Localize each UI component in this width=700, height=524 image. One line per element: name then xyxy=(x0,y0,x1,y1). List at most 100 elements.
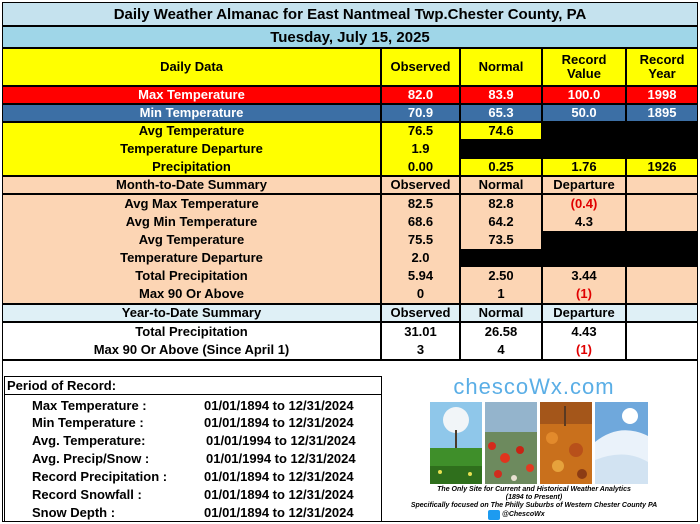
period-row-label: Snow Depth : xyxy=(32,505,116,520)
min-temp-year: 1895 xyxy=(626,104,698,122)
twitter-handle[interactable]: @ChescoWx xyxy=(502,511,545,518)
mtd-row-normal: 1 xyxy=(497,286,505,301)
season-images xyxy=(430,402,648,484)
ytd-row-observed: 3 xyxy=(416,342,425,357)
min-temp-observed: 70.9 xyxy=(381,104,460,122)
period-row-label: Avg. Precip/Snow : xyxy=(32,451,150,466)
period-row-range: 01/01/1894 to 12/31/2024 xyxy=(204,398,354,413)
departure-label: Temperature Departure xyxy=(120,141,263,156)
twitter-icon[interactable] xyxy=(488,510,500,520)
daily-observed-block xyxy=(381,122,460,176)
mtd-row-label: Max 90 Or Above xyxy=(138,286,244,301)
ytd-observed-block xyxy=(381,322,460,360)
autumn-leaves-image xyxy=(540,402,592,484)
mtd-observed-block xyxy=(381,194,460,304)
precip-year: 1926 xyxy=(626,158,698,176)
mtd-row-normal: 2.50 xyxy=(488,268,514,283)
mtd-row-departure: 3.44 xyxy=(571,268,597,283)
mtd-row-observed: 68.6 xyxy=(407,214,434,229)
mtd-row-observed: 75.5 xyxy=(407,232,434,247)
ytd-row-normal: 26.58 xyxy=(484,324,518,339)
logo-focus: Specifically focused on The Philly Subur… xyxy=(410,502,658,509)
max-temp-label: Max Temperature xyxy=(2,86,381,104)
period-of-record-title: Period of Record: xyxy=(7,378,117,393)
mtd-row-label: Temperature Departure xyxy=(120,250,263,265)
logo-years: (1894 to Present) xyxy=(505,494,563,501)
mtd-row-observed: 0 xyxy=(416,286,425,301)
spring-tree-image xyxy=(430,402,482,484)
mtd-row-label: Avg Temperature xyxy=(138,232,245,247)
mtd-row-departure: 4.3 xyxy=(574,214,594,229)
ytd-row-label: Max 90 Or Above (Since April 1) xyxy=(93,342,290,357)
ytd-row-departure: (1) xyxy=(576,342,592,357)
ytd-row-label: Total Precipitation xyxy=(135,324,248,339)
max-temp-normal: 83.9 xyxy=(460,86,542,104)
period-row-range: 01/01/1894 to 12/31/2024 xyxy=(204,469,354,484)
mtd-avg-blank xyxy=(542,231,698,249)
period-row-label: Record Precipitation : xyxy=(32,469,168,484)
mtd-title: Month-to-Date Summary xyxy=(2,176,381,194)
period-row-range: 01/01/1994 to 12/31/2024 xyxy=(206,433,356,448)
mtd-row-normal: 82.8 xyxy=(488,196,514,211)
chescowx-logo-title[interactable]: chescoWx.com xyxy=(453,374,615,399)
mtd-row-observed: 82.5 xyxy=(407,196,434,211)
period-row-range: 01/01/1894 to 12/31/2024 xyxy=(204,415,354,430)
ytd-row-departure: 4.43 xyxy=(571,324,597,339)
min-temp-label: Min Temperature xyxy=(2,104,381,122)
ytd-col-observed: Observed xyxy=(381,304,460,322)
record-blank xyxy=(542,122,698,158)
logo-tagline: The Only Site for Current and Historical… xyxy=(437,486,631,493)
mtd-row-label: Avg Min Temperature xyxy=(125,214,258,229)
period-row-range: 01/01/1894 to 12/31/2024 xyxy=(204,487,354,502)
departure-observed: 1.9 xyxy=(411,141,430,156)
col-observed: Observed xyxy=(381,48,460,86)
avg-temp-label: Avg Temperature xyxy=(138,123,245,138)
period-row-label: Max Temperature : xyxy=(32,398,147,413)
ytd-col-departure: Departure xyxy=(542,304,626,322)
precip-record: 1.76 xyxy=(542,158,626,176)
precip-observed: 0.00 xyxy=(407,159,434,174)
ytd-label-block xyxy=(2,322,381,360)
ytd-normal-block xyxy=(460,322,542,360)
min-temp-record: 50.0 xyxy=(542,104,626,122)
max-temp-observed: 82.0 xyxy=(381,86,460,104)
almanac-title: Daily Weather Almanac for East Nantmeal … xyxy=(2,2,698,26)
min-temp-normal: 65.3 xyxy=(460,104,542,122)
mtd-row-observed: 2.0 xyxy=(411,250,430,265)
mtd-row-departure: (1) xyxy=(576,286,592,301)
ytd-col-normal: Normal xyxy=(460,304,542,322)
col-daily-data: Daily Data xyxy=(2,48,381,86)
almanac-date: Tuesday, July 15, 2025 xyxy=(2,26,698,48)
period-divider xyxy=(4,394,382,395)
precip-label: Precipitation xyxy=(152,159,231,174)
ytd-title: Year-to-Date Summary xyxy=(2,304,381,322)
winter-snow-image xyxy=(595,402,648,484)
period-row-range: 01/01/1994 to 12/31/2024 xyxy=(206,451,356,466)
col-record-value: Record Value xyxy=(542,48,626,86)
max-temp-year: 1998 xyxy=(626,86,698,104)
period-row-label: Record Snowfall : xyxy=(32,487,142,502)
mtd-row-observed: 5.94 xyxy=(407,268,434,283)
precip-normal: 0.25 xyxy=(460,158,542,176)
summer-flowers-image xyxy=(485,402,537,484)
ytd-departure-block xyxy=(542,322,626,360)
daily-yellow-block xyxy=(2,122,381,176)
avg-temp-normal: 74.6 xyxy=(460,122,542,140)
max-temp-record: 100.0 xyxy=(542,86,626,104)
mtd-col-observed: Observed xyxy=(381,176,460,194)
ytd-row-observed: 31.01 xyxy=(404,324,437,339)
mtd-row-departure: (0.4) xyxy=(570,196,598,211)
mtd-row-label: Avg Max Temperature xyxy=(124,196,259,211)
avg-temp-observed: 76.5 xyxy=(407,123,434,138)
ytd-row-normal: 4 xyxy=(497,342,505,357)
mtd-col-departure: Departure xyxy=(542,176,626,194)
col-record-year: Record Year xyxy=(626,48,698,86)
mtd-col-empty xyxy=(626,176,698,194)
ytd-extra-block xyxy=(626,322,698,360)
period-row-label: Avg. Temperature: xyxy=(32,433,146,448)
mtd-row-normal: 64.2 xyxy=(488,214,514,229)
period-row-label: Min Temperature : xyxy=(32,415,144,430)
col-normal: Normal xyxy=(460,48,542,86)
mtd-label-block xyxy=(2,194,381,304)
mtd-row-label: Total Precipitation xyxy=(135,268,248,283)
